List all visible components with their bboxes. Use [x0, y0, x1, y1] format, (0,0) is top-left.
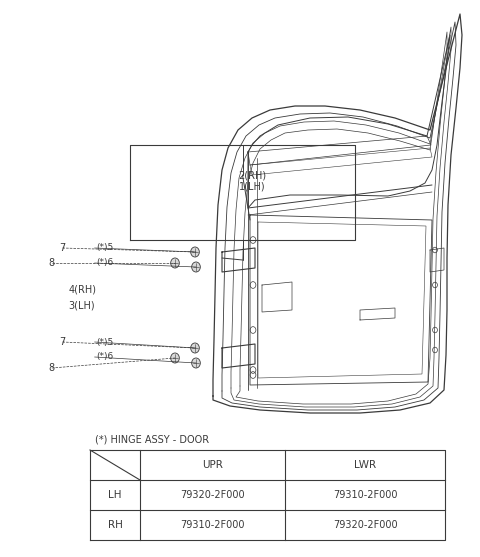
Text: 1(LH): 1(LH) — [239, 182, 265, 192]
Circle shape — [171, 353, 180, 363]
Text: 7: 7 — [59, 337, 66, 347]
Circle shape — [191, 247, 199, 257]
Circle shape — [192, 358, 200, 368]
Text: 79320-2F000: 79320-2F000 — [333, 520, 397, 530]
Text: LWR: LWR — [354, 460, 376, 470]
Text: RH: RH — [108, 520, 122, 530]
Text: 7: 7 — [59, 243, 66, 253]
Circle shape — [191, 343, 199, 353]
Text: 79320-2F000: 79320-2F000 — [180, 490, 245, 500]
Text: (*)6: (*)6 — [96, 258, 113, 267]
Text: 79310-2F000: 79310-2F000 — [333, 490, 397, 500]
Text: 3(LH): 3(LH) — [69, 300, 95, 310]
Text: UPR: UPR — [202, 460, 223, 470]
Text: (*)5: (*)5 — [96, 243, 113, 252]
Text: 79310-2F000: 79310-2F000 — [180, 520, 245, 530]
Circle shape — [192, 262, 200, 272]
Text: 2(RH): 2(RH) — [238, 171, 266, 181]
Text: 4(RH): 4(RH) — [69, 285, 96, 295]
Text: LH: LH — [108, 490, 122, 500]
Text: (*)6: (*)6 — [96, 353, 113, 361]
Text: 8: 8 — [49, 363, 55, 373]
Text: 8: 8 — [49, 258, 55, 268]
Text: (*) HINGE ASSY - DOOR: (*) HINGE ASSY - DOOR — [95, 435, 209, 445]
Circle shape — [171, 258, 180, 268]
Text: (*)5: (*)5 — [96, 338, 113, 346]
